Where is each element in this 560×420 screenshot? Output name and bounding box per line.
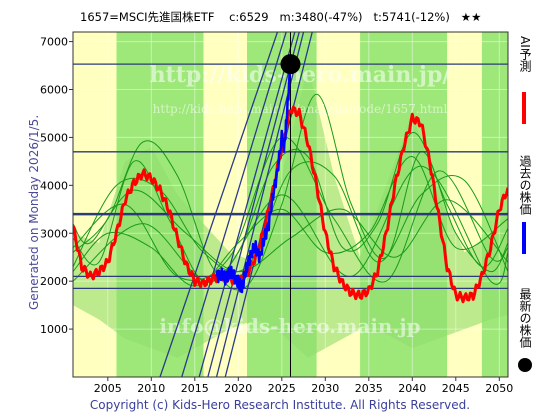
x-tick-label-2015: 2015 — [181, 382, 209, 395]
x-tick-label-2040: 2040 — [398, 382, 426, 395]
cycle-line-0 — [73, 93, 508, 291]
legend-latest-price-dot — [518, 358, 532, 372]
latest-price-dot — [280, 54, 301, 75]
trend-line-0 — [198, 32, 296, 377]
cycle-line-5 — [73, 189, 508, 273]
trend-line-3 — [224, 32, 313, 377]
cycle-line-1 — [73, 132, 508, 283]
y-tick-label-5000: 5000 — [40, 131, 68, 144]
y-axis: 1000 2000 3000 4000 5000 6000 7000 — [40, 36, 73, 336]
trend-line-4 — [181, 32, 287, 377]
y-tick-label-4000: 4000 — [40, 179, 68, 192]
x-tick-label-2010: 2010 — [137, 382, 165, 395]
trend-line-1 — [207, 32, 300, 377]
cycle-line-3 — [73, 136, 508, 283]
x-tick-label-2050: 2050 — [485, 382, 513, 395]
ai-forecast-series — [73, 105, 508, 304]
ai-forecast-line — [73, 105, 508, 304]
x-tick-label-2030: 2030 — [311, 382, 339, 395]
y-tick-label-1000: 1000 — [40, 323, 68, 336]
plot-frame — [72, 31, 509, 378]
past-price-line — [215, 64, 292, 294]
x-tick-label-2005: 2005 — [94, 382, 122, 395]
legend-ai-forecast-swatch — [522, 92, 526, 124]
trend-line-5 — [159, 32, 279, 377]
cycle-line-6 — [73, 165, 508, 285]
past-price-series — [215, 64, 292, 294]
y-tick-label-7000: 7000 — [40, 36, 68, 49]
copyright-notice: Copyright (c) Kids-Hero Research Institu… — [89, 398, 471, 412]
x-tick-label-2020: 2020 — [224, 382, 252, 395]
latest-price-marker — [280, 54, 301, 75]
watermark-line-1: http://kids-hero.main.jp/ — [150, 62, 452, 88]
legend-latest-price-label: 最新の株価 — [518, 288, 532, 348]
x-tick-label-2035: 2035 — [355, 382, 383, 395]
y-tick-label-3000: 3000 — [40, 227, 68, 240]
legend-past-price-label: 過去の株価 — [518, 155, 532, 215]
x-tick-label-2045: 2045 — [442, 382, 470, 395]
x-axis: 2005 2010 2015 2020 2025 2030 2035 2040 2045 2050 — [94, 377, 513, 395]
legend-ai-forecast-label: AI予測 — [518, 36, 532, 72]
x-tick-label-2025: 2025 — [268, 382, 296, 395]
legend-past-price-swatch — [522, 222, 526, 254]
chart-title: 1657=MSCI先進国株ETF c:6529 m:3480(-47%) t:5… — [80, 10, 482, 24]
y-tick-label-2000: 2000 — [40, 275, 68, 288]
y-tick-label-6000: 6000 — [40, 84, 68, 97]
